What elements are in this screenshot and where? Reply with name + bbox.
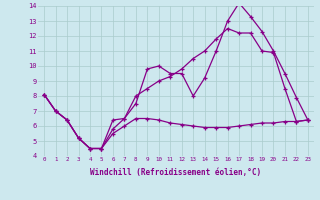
- X-axis label: Windchill (Refroidissement éolien,°C): Windchill (Refroidissement éolien,°C): [91, 168, 261, 177]
